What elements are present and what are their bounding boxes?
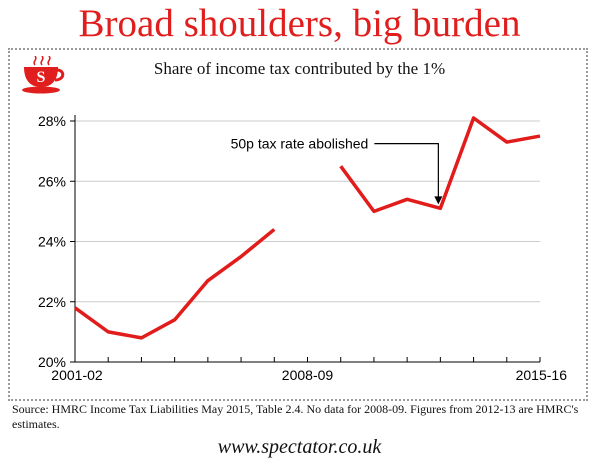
page-title: Broad shoulders, big burden	[78, 2, 521, 45]
site-url: www.spectator.co.uk	[217, 436, 382, 458]
x-tick-label: 2008-09	[282, 367, 334, 383]
y-tick-label: 20%	[38, 354, 66, 370]
logo-letter: S	[37, 69, 46, 86]
annotation-arrowhead	[434, 196, 443, 205]
y-tick-label: 28%	[38, 113, 66, 129]
series-line	[339, 116, 541, 214]
source-note: Source: HMRC Income Tax Liabilities May …	[12, 402, 579, 431]
annotation-arrow	[374, 142, 439, 199]
series-line	[73, 228, 276, 340]
y-tick-label: 22%	[38, 294, 66, 310]
annotation-label: 50p tax rate abolished	[231, 136, 369, 152]
y-tick-label: 26%	[38, 173, 66, 189]
spectator-teacup-icon: S	[22, 56, 65, 94]
y-tick-label: 24%	[38, 234, 66, 250]
chart-title: Share of income tax contributed by the 1…	[153, 59, 446, 78]
x-tick-label: 2015-16	[516, 367, 568, 383]
x-tick-label: 2001-02	[51, 367, 103, 383]
chart-frame	[8, 48, 588, 401]
